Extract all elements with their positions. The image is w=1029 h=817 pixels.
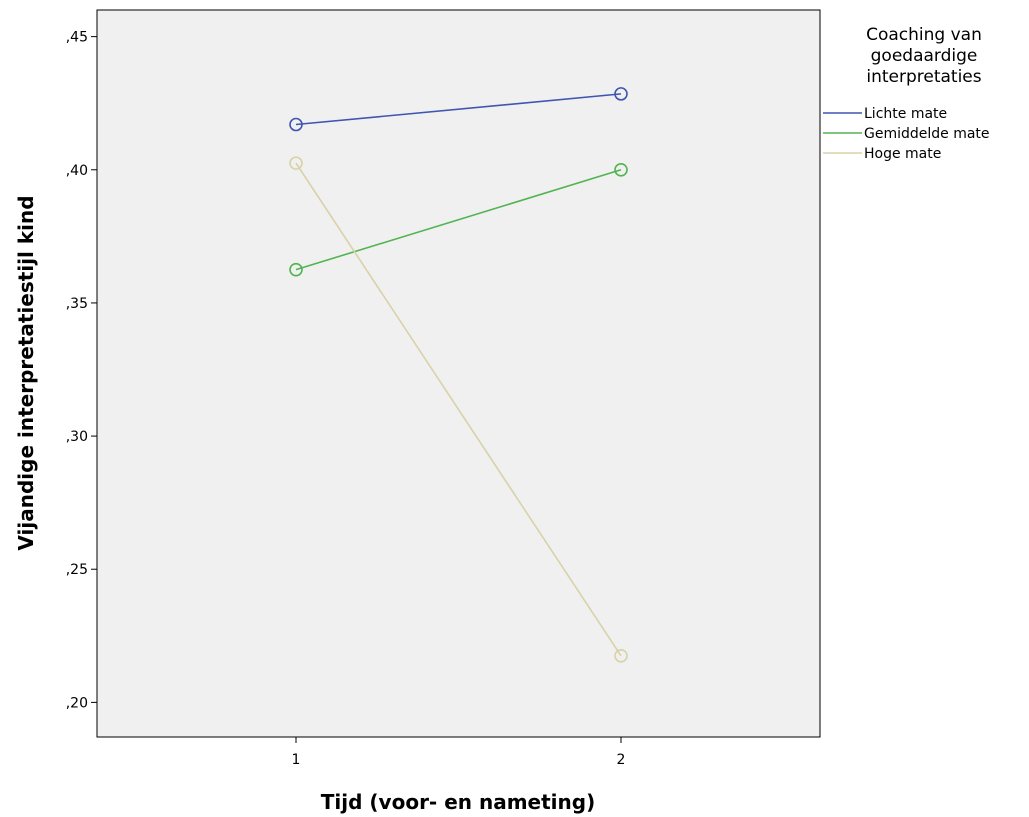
y-axis-title: Vijandige interpretatiestijl kind [14,195,38,550]
x-tick-label: 1 [292,752,301,768]
series-0-point-0 [289,117,303,132]
y-tick-label: ,35 [66,296,88,312]
legend-title-line-3: interpretaties [866,67,981,87]
legend-label-2: Hoge mate [864,146,941,162]
series-2-point-1 [614,648,628,663]
series-layer [289,87,628,663]
y-tick-label: ,25 [66,562,88,578]
legend-label-1: Gemiddelde mate [864,126,990,142]
series-1-point-0 [289,262,303,277]
y-tick-label: ,45 [66,30,88,46]
legend-title-line-1: Coaching van [866,25,982,45]
series-0-point-1 [614,87,628,101]
x-axis-title: Tijd (voor- en nameting) [321,790,595,814]
legend-label-0: Lichte mate [864,106,947,122]
series-1-point-1 [614,162,628,177]
series-line-0 [295,93,622,126]
legend: Coaching van goedaardige interpretaties … [823,25,990,162]
series-line-1 [295,169,622,271]
series-2-point-0 [289,156,303,170]
legend-items: Lichte mate Gemiddelde mate Hoge mate [823,106,990,162]
y-tick-label: ,40 [66,163,88,179]
y-tick-label: ,30 [66,429,88,445]
y-axis: ,20 ,25 ,30 ,35 ,40 ,45 [66,30,97,711]
y-tick-label: ,20 [66,695,88,711]
x-tick-label: 2 [617,752,626,768]
plot-area [96,9,821,738]
legend-title-line-2: goedaardige [871,46,978,66]
series-line-2 [295,162,622,657]
